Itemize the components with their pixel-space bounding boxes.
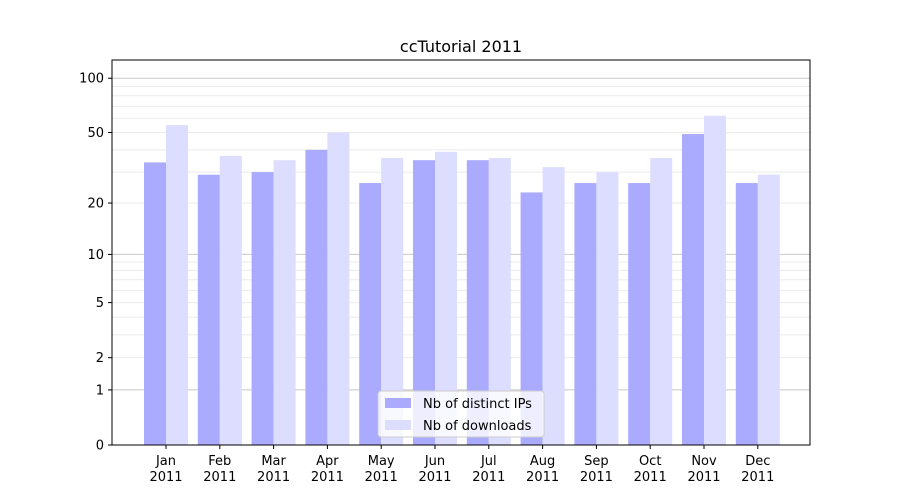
bar-ips bbox=[735, 183, 758, 445]
bar-downloads bbox=[327, 132, 350, 446]
y-tick-label: 20 bbox=[87, 197, 104, 212]
x-tick-label: Jan bbox=[155, 454, 176, 469]
legend-swatch-downloads bbox=[385, 420, 411, 430]
bar-ips bbox=[144, 162, 166, 445]
bar-downloads bbox=[219, 155, 242, 445]
x-tick-label: Dec bbox=[745, 454, 770, 469]
bar-ips bbox=[466, 160, 489, 445]
x-tick-label: 2011 bbox=[526, 470, 559, 485]
x-tick-label: Nov bbox=[691, 454, 717, 469]
bar-ips bbox=[413, 160, 435, 445]
x-tick-label: 2011 bbox=[418, 470, 451, 485]
x-tick-label: Aug bbox=[530, 454, 555, 469]
y-tick-label: 1 bbox=[96, 383, 104, 398]
plot-frame bbox=[111, 59, 811, 446]
y-tick-label: 0 bbox=[96, 439, 104, 454]
bar-ips bbox=[520, 192, 543, 445]
x-tick-label: 2011 bbox=[472, 470, 505, 485]
bar-downloads bbox=[596, 172, 619, 445]
bar-downloads bbox=[757, 174, 780, 445]
x-tick-label: Feb bbox=[208, 454, 231, 469]
bar-downloads bbox=[166, 125, 188, 445]
x-tick-label: 2011 bbox=[580, 470, 613, 485]
bar-ips bbox=[251, 172, 274, 445]
x-tick-label: 2011 bbox=[687, 470, 720, 485]
x-axis: Jan2011Feb2011Mar2011Apr2011May2011Jun20… bbox=[149, 445, 774, 485]
x-tick-label: Oct bbox=[639, 454, 661, 469]
bar-ips bbox=[682, 134, 704, 445]
y-tick-label: 100 bbox=[79, 72, 104, 87]
x-tick-label: Apr bbox=[316, 454, 339, 469]
y-tick-label: 2 bbox=[96, 351, 104, 366]
legend: Nb of distinct IPs Nb of downloads bbox=[377, 390, 545, 438]
bar-downloads bbox=[273, 160, 296, 445]
y-tick-label: 5 bbox=[96, 296, 104, 311]
bar-downloads bbox=[542, 167, 565, 446]
x-tick-label: 2011 bbox=[149, 470, 182, 485]
bar-downloads bbox=[704, 115, 726, 446]
x-tick-label: 2011 bbox=[203, 470, 236, 485]
bar-ips bbox=[628, 183, 651, 445]
x-tick-label: 2011 bbox=[741, 470, 774, 485]
x-tick-label: 2011 bbox=[311, 470, 344, 485]
legend-swatch-ips bbox=[385, 398, 411, 408]
bar-ips bbox=[197, 174, 220, 445]
x-tick-label: 2011 bbox=[634, 470, 667, 485]
bar-ips bbox=[305, 149, 328, 446]
bar-downloads bbox=[381, 158, 404, 445]
bar-ips bbox=[574, 183, 597, 445]
x-tick-label: 2011 bbox=[257, 470, 290, 485]
legend-label-ips: Nb of distinct IPs bbox=[423, 397, 532, 412]
bar-downloads bbox=[488, 158, 511, 445]
y-tick-label: 10 bbox=[87, 248, 104, 263]
legend-label-downloads: Nb of downloads bbox=[423, 419, 532, 434]
legend-box bbox=[377, 390, 545, 438]
bars bbox=[144, 115, 780, 446]
x-tick-label: Sep bbox=[584, 454, 609, 469]
y-tick-label: 50 bbox=[87, 126, 104, 141]
x-tick-label: Jul bbox=[480, 454, 497, 469]
x-tick-label: 2011 bbox=[365, 470, 398, 485]
y-axis: 0 1 2 5 10 20 50 100 bbox=[79, 72, 112, 454]
x-tick-label: Mar bbox=[261, 454, 286, 469]
bar-ips bbox=[359, 183, 382, 445]
x-tick-label: May bbox=[368, 454, 395, 469]
chart-title: ccTutorial 2011 bbox=[400, 37, 522, 56]
x-tick-label: Jun bbox=[424, 454, 445, 469]
bar-downloads bbox=[650, 158, 673, 445]
bar-downloads bbox=[435, 151, 457, 445]
